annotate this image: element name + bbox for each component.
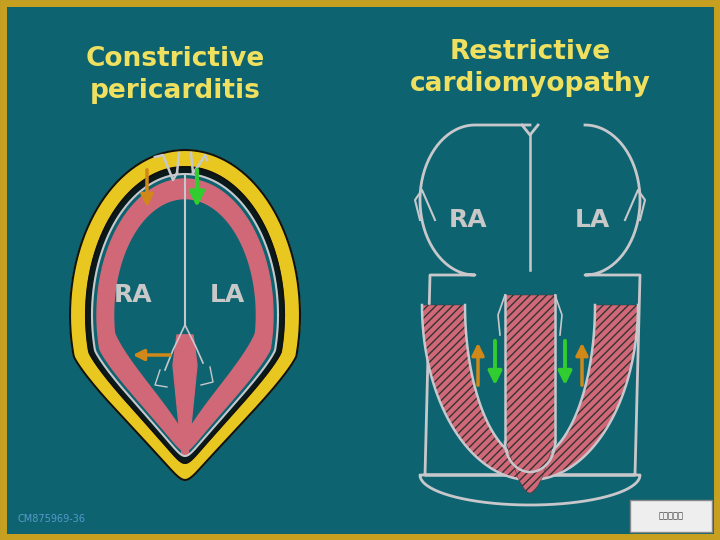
Text: LA: LA [210, 283, 245, 307]
Text: RA: RA [449, 208, 487, 232]
Polygon shape [173, 335, 197, 455]
Polygon shape [505, 295, 555, 493]
Text: 경희대학교: 경희대학교 [659, 511, 683, 521]
Text: Restrictive
cardiomyopathy: Restrictive cardiomyopathy [410, 39, 650, 97]
Polygon shape [422, 305, 638, 480]
Polygon shape [70, 150, 300, 480]
Polygon shape [92, 174, 278, 456]
Polygon shape [420, 125, 640, 505]
Text: Constrictive
pericarditis: Constrictive pericarditis [86, 46, 265, 104]
Polygon shape [86, 167, 284, 463]
Bar [630, 500, 712, 532]
Text: CM875969-36: CM875969-36 [18, 514, 86, 524]
Polygon shape [177, 335, 193, 455]
Text: LA: LA [575, 208, 610, 232]
Polygon shape [97, 179, 273, 451]
Text: RA: RA [114, 283, 153, 307]
Polygon shape [115, 200, 255, 430]
